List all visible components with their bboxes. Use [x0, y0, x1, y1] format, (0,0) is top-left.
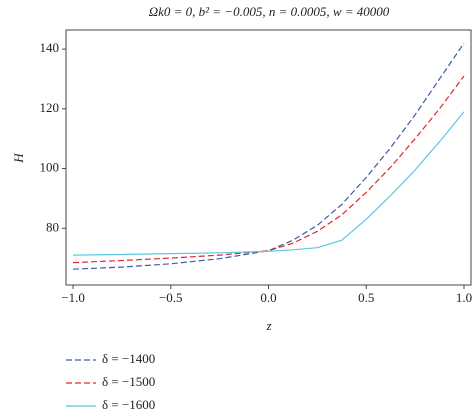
legend-label: δ = −1600: [102, 397, 155, 412]
x-tick-label: −0.5: [159, 290, 183, 305]
data-line: [72, 111, 465, 256]
x-tick-label: −1.0: [61, 290, 85, 305]
y-axis-label: H: [11, 153, 26, 164]
chart-title: Ωk0 = 0, b² = −0.005, n = 0.0005, w = 40…: [149, 4, 390, 19]
legend-label: δ = −1500: [102, 374, 155, 389]
x-tick-label: 0.5: [358, 290, 374, 305]
data-line: [72, 75, 465, 264]
x-axis-label: z: [265, 318, 271, 333]
y-tick-label: 120: [40, 100, 60, 115]
plot-frame: [65, 29, 472, 286]
data-line: [72, 42, 465, 270]
y-tick-label: 140: [40, 40, 60, 55]
x-tick-label: 1.0: [456, 290, 472, 305]
y-tick-label: 100: [40, 160, 60, 175]
y-tick-label: 80: [46, 219, 59, 234]
x-tick-label: 0.0: [260, 290, 276, 305]
legend-label: δ = −1400: [102, 351, 155, 366]
